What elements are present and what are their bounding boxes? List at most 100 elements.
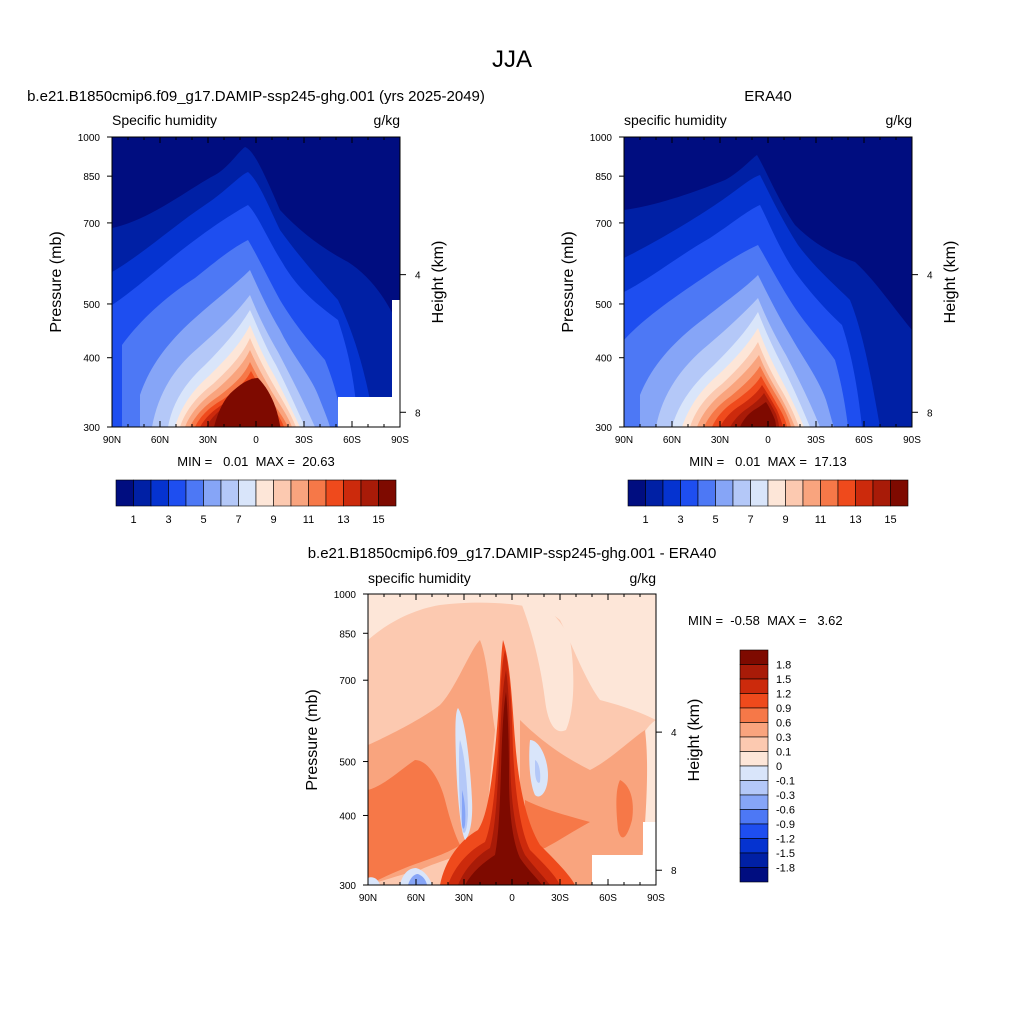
colorbar-label: 15 (372, 514, 384, 526)
contour-band (535, 760, 541, 783)
contour-field (112, 137, 400, 427)
colorbar-swatch (715, 479, 734, 507)
colorbar-label: -1.8 (776, 863, 795, 875)
height-tick-label: 4 (927, 271, 933, 282)
min-max-readout: MIN = 0.01 MAX = 17.13 (689, 454, 847, 469)
y-tick-label: 300 (595, 423, 612, 434)
x-tick-label: 0 (765, 435, 771, 446)
height-tick-label: 8 (927, 408, 933, 419)
contour-band (740, 402, 776, 427)
colorbar-swatch (739, 751, 769, 767)
units-label: g/kg (630, 570, 656, 586)
colorbar-label: -1.5 (776, 848, 795, 860)
colorbar-label: 9 (782, 514, 788, 526)
colorbar-label: 3 (677, 514, 683, 526)
colorbar-swatch (732, 479, 751, 507)
contour-band (368, 594, 656, 720)
contour-band (462, 790, 466, 829)
colorbar-label: 0 (776, 761, 782, 773)
height-tick-label: 8 (671, 866, 677, 877)
y-tick-label: 1000 (78, 133, 101, 144)
colorbar-swatch (890, 479, 909, 507)
colorbar-swatch (785, 479, 804, 507)
colorbar-swatch (273, 479, 292, 507)
colorbar-swatch (133, 479, 152, 507)
colorbar-swatch (360, 479, 379, 507)
colorbar-label: -0.1 (776, 776, 795, 788)
y-tick-label: 500 (83, 300, 100, 311)
height-tick-label: 8 (415, 408, 421, 419)
y-tick-label: 1000 (334, 590, 357, 601)
colorbar-label: -1.2 (776, 834, 795, 846)
colorbar-swatch (739, 736, 769, 752)
y-axis-right-label: Height (km) (942, 241, 959, 324)
x-tick-label: 90N (359, 893, 377, 904)
panel-difference: b.e21.B1850cmip6.f09_g17.DAMIP-ssp245-gh… (304, 545, 843, 904)
colorbar-swatch (680, 479, 699, 507)
y-tick-label: 400 (339, 811, 356, 822)
axis-ticks: 90N 60N 30N 0 30S 60S 90S 300 400 500 700 850 1000 4 8 (78, 133, 421, 446)
contour-band (520, 600, 574, 732)
colorbar-swatch (739, 867, 769, 883)
x-tick-label: 30N (199, 435, 217, 446)
colorbar-label: 11 (303, 514, 314, 526)
contour-band (465, 692, 542, 885)
colorbar-swatch (290, 479, 309, 507)
colorbar-label: 13 (337, 514, 349, 526)
contour-band (368, 760, 460, 885)
colorbar-swatch (739, 809, 769, 825)
colorbar-swatch (697, 479, 716, 507)
x-tick-label: 30S (807, 435, 825, 446)
colorbar-swatch (150, 479, 169, 507)
x-tick-label: 30N (711, 435, 729, 446)
x-tick-label: 30N (455, 893, 473, 904)
variable-label: specific humidity (368, 570, 471, 586)
colorbar-swatch (820, 479, 839, 507)
colorbar-label: 5 (712, 514, 718, 526)
colorbar-swatch (767, 479, 786, 507)
colorbar-swatch (185, 479, 204, 507)
colorbar-swatch (168, 479, 187, 507)
min-max-readout: MIN = -0.58 MAX = 3.62 (688, 613, 843, 628)
colorbar-label: 1 (130, 514, 136, 526)
y-axis-label: Pressure (mb) (304, 689, 321, 790)
x-tick-label: 0 (509, 893, 515, 904)
y-tick-label: 850 (339, 629, 356, 640)
colorbar-label: 0.6 (776, 718, 791, 730)
colorbar-swatch (739, 823, 769, 839)
colorbar-label: -0.3 (776, 790, 795, 802)
colorbar-label: 15 (884, 514, 896, 526)
y-axis-label: Pressure (mb) (560, 231, 577, 332)
contour-band (214, 378, 280, 427)
axis-ticks: 90N 60N 30N 0 30S 60S 90S 300 400 500 700 850 1000 4 8 (334, 590, 677, 904)
colorbar-label: 1.8 (776, 660, 791, 672)
x-tick-label: 60N (663, 435, 681, 446)
colorbar-swatch (645, 479, 664, 507)
colorbar-swatch (255, 479, 274, 507)
colorbar-label: 0.3 (776, 732, 791, 744)
x-tick-label: 90N (615, 435, 633, 446)
colorbar-label: 13 (849, 514, 861, 526)
y-tick-label: 1000 (590, 133, 613, 144)
colorbar: 1 3 5 7 9 11 13 15 (627, 479, 909, 526)
panel-title: b.e21.B1850cmip6.f09_g17.DAMIP-ssp245-gh… (27, 88, 485, 105)
y-tick-label: 700 (339, 676, 356, 687)
colorbar: 1.8 1.5 1.2 0.9 0.6 0.3 0.1 0 -0.1 -0.3 -0.6 -0.9 -1… (739, 649, 795, 883)
units-label: g/kg (886, 112, 912, 128)
colorbar-swatch (739, 693, 769, 709)
colorbar-swatch (203, 479, 222, 507)
colorbar-swatch (220, 479, 239, 507)
y-tick-label: 700 (83, 219, 100, 230)
x-tick-label: 60S (343, 435, 361, 446)
colorbar-swatch (739, 852, 769, 868)
panel-title: ERA40 (744, 88, 792, 105)
y-tick-label: 850 (595, 172, 612, 183)
height-tick-label: 4 (415, 271, 421, 282)
colorbar-swatch (739, 780, 769, 796)
x-tick-label: 60S (855, 435, 873, 446)
x-tick-label: 0 (253, 435, 259, 446)
colorbar-swatch (739, 707, 769, 723)
colorbar-label: 0.1 (776, 747, 791, 759)
missing-data-region (338, 397, 400, 427)
colorbar: 1 3 5 7 9 11 13 15 (115, 479, 397, 526)
